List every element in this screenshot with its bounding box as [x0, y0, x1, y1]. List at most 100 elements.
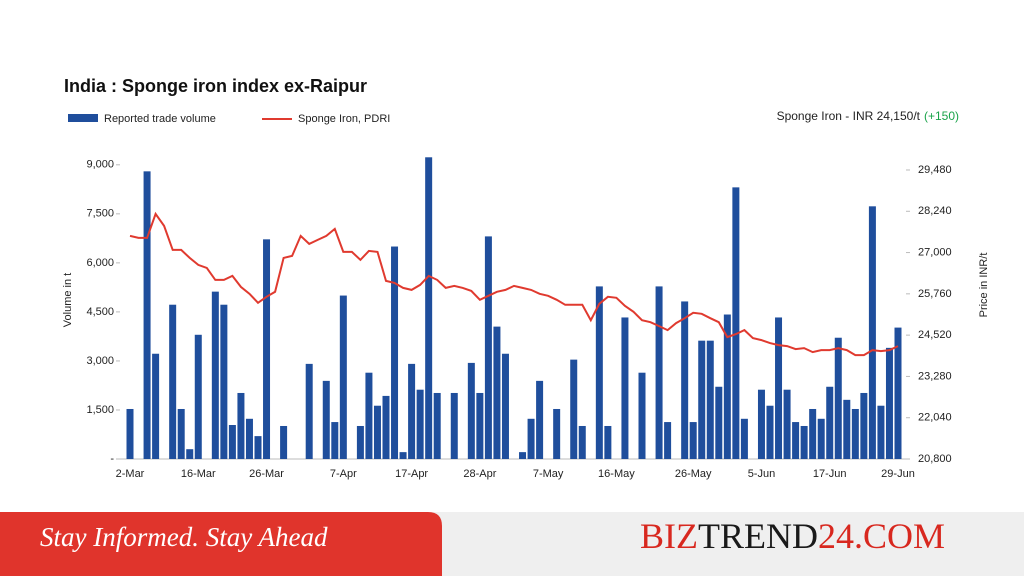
- bar: [373, 405, 381, 459]
- bar: [331, 422, 339, 459]
- bar: [322, 380, 330, 459]
- x-tick-label: 26-Mar: [249, 468, 284, 480]
- bar: [766, 405, 774, 459]
- x-tick-label: 16-Mar: [181, 468, 216, 480]
- y-tick-label: 6,000: [86, 257, 114, 269]
- bar: [382, 395, 390, 459]
- bar: [177, 408, 185, 459]
- bar: [655, 286, 663, 459]
- bar: [194, 334, 202, 459]
- bar: [817, 418, 825, 459]
- x-tick-label: 26-May: [675, 468, 712, 480]
- bar: [519, 452, 527, 459]
- bar: [305, 363, 313, 459]
- bar: [152, 353, 160, 459]
- y2-tick-label: 28,240: [918, 205, 952, 217]
- bar: [237, 392, 245, 459]
- bar: [578, 425, 586, 459]
- brand: BIZTREND24.COM: [640, 516, 945, 556]
- bar: [698, 340, 706, 459]
- y-tick-label: 1,500: [86, 404, 114, 416]
- legend-swatch: [68, 114, 98, 122]
- bar: [365, 372, 373, 459]
- bar: [536, 380, 544, 459]
- y2-tick-label: 27,000: [918, 246, 952, 258]
- banner-ribbon: [0, 512, 442, 576]
- y-axis-label: Volume in t: [62, 273, 74, 327]
- bar: [263, 239, 271, 459]
- annotation-change: (+150): [924, 109, 959, 123]
- bar: [408, 363, 416, 459]
- bar: [186, 449, 194, 459]
- bar: [280, 425, 288, 459]
- y2-tick-label: 29,480: [918, 164, 952, 176]
- bar: [339, 295, 347, 459]
- bar: [433, 392, 441, 459]
- y2-tick-label: 20,800: [918, 453, 952, 465]
- bar: [843, 399, 851, 459]
- bar: [792, 422, 800, 459]
- brand-part: BIZ: [640, 516, 698, 556]
- bar: [450, 392, 458, 459]
- bar: [681, 301, 689, 459]
- price-line: [129, 211, 899, 357]
- legend-label: Reported trade volume: [104, 113, 216, 125]
- x-tick-label: 17-Apr: [395, 468, 428, 480]
- bar: [245, 418, 253, 459]
- bar: [860, 392, 868, 459]
- y2-tick-label: 24,520: [918, 329, 952, 341]
- bar: [826, 386, 834, 459]
- y2-tick-label: 22,040: [918, 412, 952, 424]
- y2-tick-label: 23,280: [918, 370, 952, 382]
- bar: [732, 187, 740, 459]
- bar: [851, 408, 859, 459]
- y2-axis-label: Price in INR/t: [978, 253, 990, 318]
- bar: [570, 359, 578, 459]
- bar: [723, 314, 731, 459]
- bar: [638, 372, 646, 459]
- x-tick-label: 29-Jun: [881, 468, 915, 480]
- x-tick-label: 16-May: [598, 468, 635, 480]
- x-tick-label: 7-Apr: [330, 468, 357, 480]
- bar: [391, 246, 399, 459]
- bar: [425, 157, 433, 459]
- bar: [493, 326, 501, 459]
- bar: [868, 206, 876, 459]
- bar: [211, 291, 219, 459]
- bar: [169, 304, 177, 459]
- brand-part: TREND: [698, 516, 818, 556]
- legend-label: Sponge Iron, PDRI: [298, 113, 390, 125]
- bar: [664, 422, 672, 459]
- bar: [220, 304, 228, 459]
- plot: - 1,500 3,000 4,500 6,000 7,500 9,000 20,800 22,…: [86, 157, 952, 480]
- bar: [757, 389, 765, 459]
- bar: [553, 408, 561, 459]
- bar: [621, 317, 629, 459]
- bar: [885, 347, 893, 459]
- bar: [715, 386, 723, 459]
- bar: [775, 317, 783, 459]
- bar: [484, 236, 492, 459]
- bar: [228, 425, 236, 459]
- y-tick-label: 3,000: [86, 355, 114, 367]
- y2-tick-label: 25,760: [918, 288, 952, 300]
- bar: [877, 405, 885, 459]
- bar: [689, 422, 697, 459]
- bar: [894, 327, 902, 459]
- annotation: Sponge Iron - INR 24,150/t: [777, 109, 921, 123]
- bar: [143, 171, 151, 459]
- bar: [467, 362, 475, 459]
- y-tick-label: 9,000: [86, 159, 114, 171]
- bar: [254, 436, 262, 459]
- y-tick-label: -: [110, 453, 114, 465]
- bar: [501, 353, 509, 459]
- x-tick-label: 2-Mar: [116, 468, 145, 480]
- x-tick-label: 5-Jun: [748, 468, 776, 480]
- bar: [604, 425, 612, 459]
- y-tick-label: 4,500: [86, 306, 114, 318]
- x-tick-label: 28-Apr: [463, 468, 496, 480]
- bar: [834, 337, 842, 459]
- bar: [356, 425, 364, 459]
- chart-title: India : Sponge iron index ex-Raipur: [64, 76, 367, 96]
